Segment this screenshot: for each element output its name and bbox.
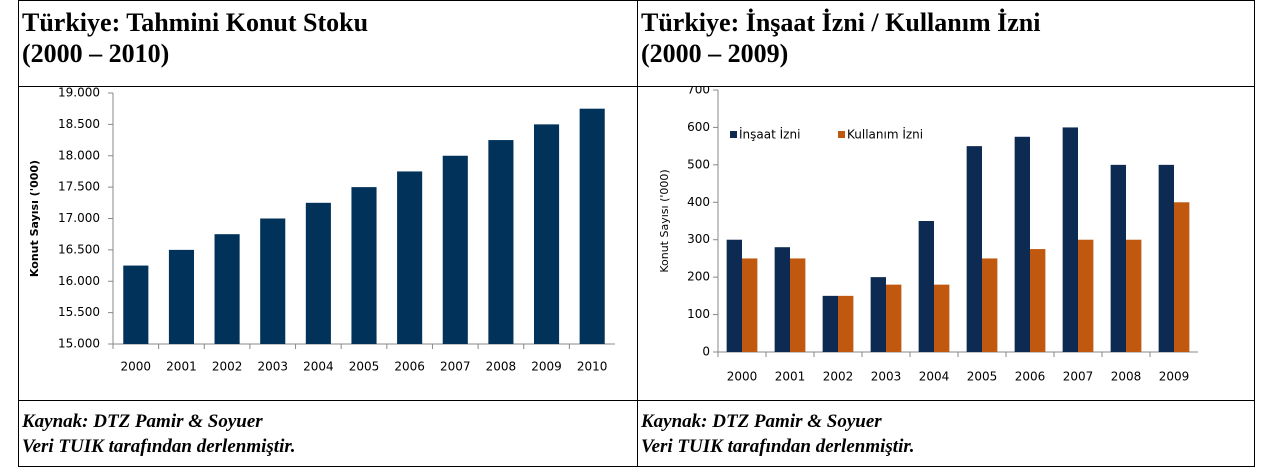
x-tick-label: 2009 xyxy=(531,360,562,374)
source: Kaynak: DTZ Pamir & Soyuer xyxy=(22,411,263,432)
x-tick-label: 2001 xyxy=(166,360,197,374)
chart-title: Türkiye: Tahmini Konut Stoku xyxy=(22,8,369,37)
bar xyxy=(1062,127,1078,352)
x-tick-label: 2009 xyxy=(1159,370,1190,384)
bar xyxy=(214,234,240,344)
note: Veri TUIK tarafından derlenmiştir. xyxy=(22,436,296,457)
border xyxy=(18,0,19,467)
bar xyxy=(726,239,742,352)
x-tick-label: 2002 xyxy=(212,360,243,374)
border xyxy=(637,0,638,467)
bar xyxy=(1126,239,1142,352)
border xyxy=(18,0,1255,1)
chart-subtitle: (2000 – 2010) xyxy=(22,39,170,68)
y-tick-label: 300 xyxy=(687,232,710,246)
y-tick-label: 17.500 xyxy=(58,180,100,194)
x-tick-label: 2008 xyxy=(1111,370,1142,384)
bar xyxy=(822,295,838,352)
bar xyxy=(260,218,286,344)
border xyxy=(18,466,1255,467)
y-tick-label: 17.000 xyxy=(58,211,100,225)
chart-subtitle: (2000 – 2009) xyxy=(641,39,789,68)
bar xyxy=(488,140,514,344)
bar xyxy=(774,247,790,352)
bar xyxy=(1158,164,1174,352)
x-tick-label: 2004 xyxy=(919,370,950,384)
x-tick-label: 2001 xyxy=(775,370,806,384)
bar xyxy=(1014,136,1030,352)
bar xyxy=(123,265,149,344)
legend-label: Kullanım İzni xyxy=(847,127,923,142)
y-axis-title: Konut Sayısı ('000) xyxy=(28,160,41,277)
x-tick-label: 2002 xyxy=(823,370,854,384)
x-tick-label: 2000 xyxy=(121,360,152,374)
x-tick-label: 2008 xyxy=(486,360,517,374)
legend-label: İnşaat İzni xyxy=(739,127,800,142)
x-tick-label: 2003 xyxy=(871,370,902,384)
legend-swatch xyxy=(838,131,845,138)
y-tick-label: 100 xyxy=(687,307,710,321)
bar xyxy=(351,187,377,344)
bar xyxy=(1110,164,1126,352)
bar xyxy=(579,108,605,344)
bar xyxy=(870,277,886,352)
bar xyxy=(918,221,934,352)
bar xyxy=(442,155,468,344)
x-tick-label: 2005 xyxy=(349,360,380,374)
note: Veri TUIK tarafından derlenmiştir. xyxy=(641,436,915,457)
y-axis-title: Konut Sayısı ('000) xyxy=(658,169,671,272)
bar xyxy=(1030,249,1046,352)
bar xyxy=(934,284,950,352)
y-tick-label: 18.000 xyxy=(58,148,100,162)
bar xyxy=(305,202,331,344)
bar xyxy=(1078,239,1094,352)
bar xyxy=(838,295,854,352)
bar xyxy=(168,249,195,344)
legend-swatch xyxy=(730,131,737,138)
x-tick-label: 2003 xyxy=(257,360,288,374)
y-tick-label: 700 xyxy=(687,87,710,97)
x-tick-label: 2007 xyxy=(440,360,471,374)
bar xyxy=(966,146,982,352)
title-cell: Türkiye: İnşaat İzni / Kullanım İzni (20… xyxy=(638,1,1254,86)
x-tick-label: 2006 xyxy=(394,360,425,374)
bar xyxy=(1174,202,1190,352)
border xyxy=(18,86,1255,87)
border xyxy=(1254,0,1255,467)
bar xyxy=(982,258,998,352)
chart-title: Türkiye: İnşaat İzni / Kullanım İzni xyxy=(641,8,1041,37)
x-tick-label: 2005 xyxy=(967,370,998,384)
y-tick-label: 15.500 xyxy=(58,305,100,319)
title-cell: Türkiye: Tahmini Konut Stoku (2000 – 201… xyxy=(19,1,637,86)
bar xyxy=(397,171,423,344)
bar xyxy=(886,284,902,352)
y-tick-label: 15.000 xyxy=(58,337,100,351)
x-tick-label: 2010 xyxy=(577,360,608,374)
y-tick-label: 600 xyxy=(687,120,710,134)
source-cell: Kaynak: DTZ Pamir & Soyuer Veri TUIK tar… xyxy=(638,401,1254,466)
chart: 15.000 15.500 16.000 16.500 17.000 17.500 18.0… xyxy=(28,87,615,374)
x-tick-label: 2004 xyxy=(303,360,334,374)
bar xyxy=(742,258,758,352)
source: Kaynak: DTZ Pamir & Soyuer xyxy=(641,411,882,432)
x-tick-label: 2000 xyxy=(727,370,758,384)
y-tick-label: 0 xyxy=(702,345,710,359)
y-tick-label: 19.000 xyxy=(58,87,100,100)
bar xyxy=(533,124,560,344)
border xyxy=(18,400,1255,401)
y-tick-label: 16.000 xyxy=(58,274,100,288)
x-tick-label: 2006 xyxy=(1015,370,1046,384)
y-tick-label: 18.500 xyxy=(58,117,100,131)
chart: 0 100 200 300 400 500 600 700 Konut Sayısı ('000… xyxy=(658,87,1198,384)
y-tick-label: 500 xyxy=(687,157,710,171)
y-tick-label: 200 xyxy=(687,270,710,284)
x-tick-label: 2007 xyxy=(1063,370,1094,384)
y-tick-label: 400 xyxy=(687,195,710,209)
y-tick-label: 16.500 xyxy=(58,242,100,256)
source-cell: Kaynak: DTZ Pamir & Soyuer Veri TUIK tar… xyxy=(19,401,637,466)
bar xyxy=(790,258,806,352)
